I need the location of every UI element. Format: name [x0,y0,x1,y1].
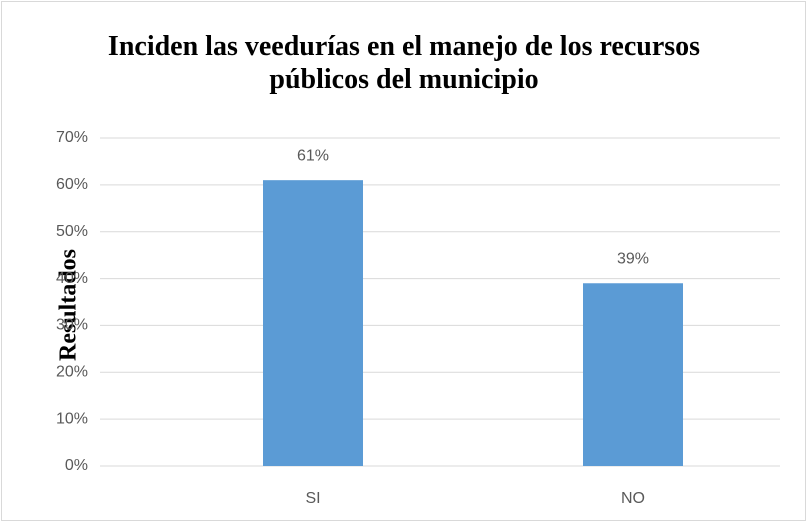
x-tick-label: NO [621,490,645,507]
y-axis-label: Resultados [56,249,82,361]
bar [583,283,683,466]
y-tick-label: 60% [56,176,88,193]
data-label: 61% [297,147,329,164]
y-tick-label: 20% [56,364,88,381]
y-tick-label: 40% [56,270,88,287]
y-tick-label: 10% [56,410,88,427]
y-tick-label: 70% [56,129,88,146]
y-tick-label: 50% [56,223,88,240]
chart-title: Inciden las veedurías en el manejo de lo… [107,31,701,95]
y-tick-label: 0% [65,457,88,474]
y-tick-label: 30% [56,317,88,334]
data-label: 39% [617,250,649,267]
x-tick-label: SI [305,490,320,507]
bar [263,180,363,466]
